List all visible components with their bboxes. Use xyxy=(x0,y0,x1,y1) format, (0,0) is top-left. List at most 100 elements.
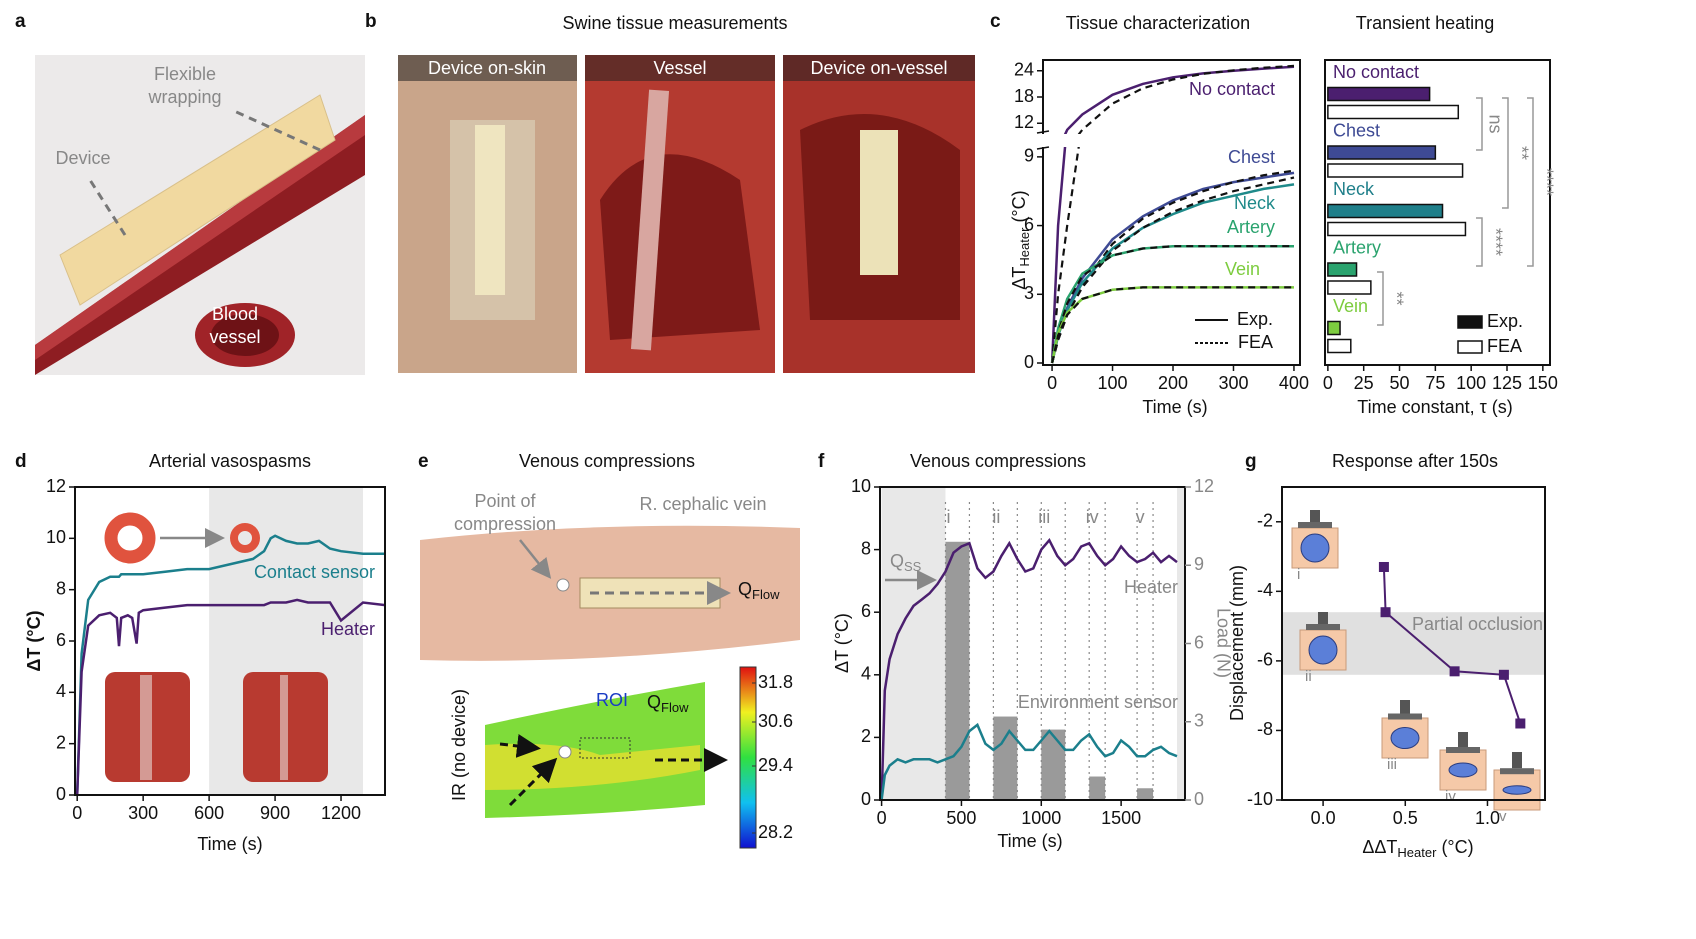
series-label: Vein xyxy=(1225,259,1260,279)
annotation: compression xyxy=(454,514,556,534)
x-tick-label: 1.0 xyxy=(1475,808,1500,828)
y-tick-label: 12 xyxy=(46,476,66,496)
significance-label: ns xyxy=(1485,114,1505,133)
panel-label: d xyxy=(15,451,27,472)
legend-swatch xyxy=(1457,315,1483,329)
x-tick-label: 0 xyxy=(877,808,887,828)
icon-rod xyxy=(1400,700,1410,714)
annotation-sub: SS xyxy=(904,559,922,574)
marker xyxy=(1380,607,1391,618)
x-tick-label: 0.5 xyxy=(1393,808,1418,828)
y-tick-label: 0 xyxy=(1194,789,1204,809)
annotation: Device xyxy=(55,148,110,168)
significance-bracket xyxy=(1502,97,1509,209)
x-tick-label: 1200 xyxy=(321,803,361,823)
bar xyxy=(1327,104,1460,120)
icon-plate xyxy=(1500,768,1534,775)
load-bar xyxy=(993,716,1018,800)
series-line xyxy=(75,598,386,796)
x-tick-label: 100 xyxy=(1456,373,1486,393)
bar xyxy=(1327,280,1372,295)
axes-frame xyxy=(1281,486,1546,801)
x-tick-label: 100 xyxy=(1098,373,1128,393)
point-label: iii xyxy=(1387,756,1397,773)
x-tick-label: 400 xyxy=(1279,373,1309,393)
y-tick-label: -8 xyxy=(1257,719,1273,739)
icon xyxy=(1299,612,1347,671)
colorbar-label: 30.6 xyxy=(758,711,793,731)
bar xyxy=(1327,86,1431,102)
axis-break-mark xyxy=(1036,146,1050,150)
panel-title: Venous compressions xyxy=(519,451,695,471)
marker xyxy=(1449,666,1460,677)
x-tick-label: 125 xyxy=(1492,373,1522,393)
band-label: Partial occlusion xyxy=(1412,614,1543,634)
y-tick-label: 24 xyxy=(1014,60,1034,80)
point-label: v xyxy=(1499,808,1507,825)
y-tick-label: 8 xyxy=(56,578,66,598)
shaded-region xyxy=(1177,487,1185,800)
legend-swatch xyxy=(1457,340,1483,354)
x-tick-label: 600 xyxy=(194,803,224,823)
chart-title: Transient heating xyxy=(1356,13,1494,33)
fea-line xyxy=(1077,64,1295,134)
bar xyxy=(1327,163,1464,178)
icon xyxy=(1493,752,1541,811)
panel-label: f xyxy=(818,451,825,472)
annotation: Q xyxy=(647,692,661,712)
y-tick-label: 18 xyxy=(1014,86,1034,106)
legend-label: Exp. xyxy=(1487,311,1523,331)
y-tick-label: 6 xyxy=(1024,214,1034,234)
y-axis-label: ΔT xyxy=(1009,267,1029,290)
annotation: R. cephalic vein xyxy=(639,494,766,514)
category-label: No contact xyxy=(1333,62,1419,82)
icons xyxy=(104,512,328,782)
photos xyxy=(398,55,975,373)
x-tick-label: 75 xyxy=(1425,373,1445,393)
x-axis-label: Time (s) xyxy=(197,834,262,854)
series-label: Neck xyxy=(1234,193,1276,213)
x-tick-label: 300 xyxy=(128,803,158,823)
significance-label: ** xyxy=(1511,146,1531,160)
series-line xyxy=(75,534,385,796)
icon-rod xyxy=(1458,732,1468,747)
y-tick-label: 10 xyxy=(851,476,871,496)
y-axis-label: ΔT (°C) xyxy=(24,610,44,671)
category-label: Neck xyxy=(1333,179,1375,199)
x-axis-label: (°C) xyxy=(1436,837,1473,857)
series-label: Environment sensor xyxy=(1018,692,1178,712)
annotation: wrapping xyxy=(147,87,221,107)
y-tick-label: 4 xyxy=(861,664,871,684)
series-label: Contact sensor xyxy=(254,562,375,582)
category-label: Vein xyxy=(1333,296,1368,316)
y-tick-label: 6 xyxy=(861,601,871,621)
series-label: Artery xyxy=(1227,217,1275,237)
phase-label: iii xyxy=(1038,507,1050,527)
bar xyxy=(1327,203,1444,219)
panel-label: a xyxy=(15,11,26,32)
chart-title: Arterial vasospasms xyxy=(149,451,311,471)
x-tick-label: 0 xyxy=(1047,373,1057,393)
icon-vessel xyxy=(1308,635,1338,665)
annotation: Blood xyxy=(212,304,258,324)
panel-label: e xyxy=(418,451,429,472)
y-axis-label: ΔTHeater (°C) xyxy=(1009,190,1033,289)
icon-rod xyxy=(1512,752,1522,769)
category-label: Artery xyxy=(1333,237,1381,257)
bar xyxy=(1327,338,1352,354)
y-tick-label: 8 xyxy=(861,538,871,558)
y-tick-label: -2 xyxy=(1257,511,1273,531)
photo-caption: Device on-skin xyxy=(428,58,546,78)
exp-line xyxy=(1050,147,1067,364)
x-axis-label: ΔΔTHeater (°C) xyxy=(1362,837,1473,861)
colorbar-label: 29.4 xyxy=(758,755,793,775)
series-line xyxy=(880,722,1178,801)
fea-line xyxy=(1051,245,1294,364)
series-label: Heater xyxy=(321,619,375,639)
y-tick-label: 9 xyxy=(1024,146,1034,166)
point-label: ii xyxy=(1305,668,1312,685)
x-axis-label: Time constant, τ (s) xyxy=(1357,397,1512,417)
y-tick-label: -4 xyxy=(1257,580,1273,600)
upper-plot xyxy=(1063,64,1295,134)
